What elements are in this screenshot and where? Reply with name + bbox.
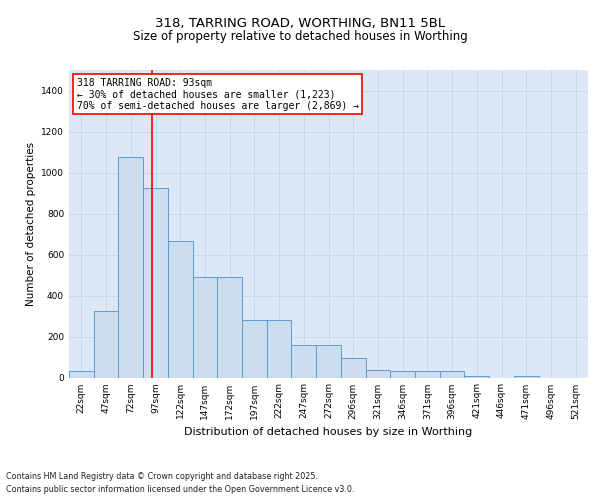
Bar <box>118 157 143 378</box>
Bar <box>415 372 440 378</box>
Bar <box>440 372 464 378</box>
Bar <box>514 376 539 378</box>
Text: 318, TARRING ROAD, WORTHING, BN11 5BL: 318, TARRING ROAD, WORTHING, BN11 5BL <box>155 18 445 30</box>
Text: Contains public sector information licensed under the Open Government Licence v3: Contains public sector information licen… <box>6 485 355 494</box>
Bar <box>242 320 267 378</box>
Text: Contains HM Land Registry data © Crown copyright and database right 2025.: Contains HM Land Registry data © Crown c… <box>6 472 318 481</box>
Bar <box>193 277 217 378</box>
Bar <box>94 311 118 378</box>
Bar <box>143 188 168 378</box>
Bar <box>168 241 193 378</box>
Bar <box>217 277 242 378</box>
Bar <box>316 344 341 378</box>
Bar <box>69 372 94 378</box>
Bar <box>292 344 316 378</box>
X-axis label: Distribution of detached houses by size in Worthing: Distribution of detached houses by size … <box>184 427 473 437</box>
Bar <box>267 320 292 378</box>
Y-axis label: Number of detached properties: Number of detached properties <box>26 142 35 306</box>
Text: 318 TARRING ROAD: 93sqm
← 30% of detached houses are smaller (1,223)
70% of semi: 318 TARRING ROAD: 93sqm ← 30% of detache… <box>77 78 359 111</box>
Bar <box>365 370 390 378</box>
Bar <box>341 358 365 378</box>
Bar <box>464 376 489 378</box>
Text: Size of property relative to detached houses in Worthing: Size of property relative to detached ho… <box>133 30 467 43</box>
Bar <box>390 372 415 378</box>
